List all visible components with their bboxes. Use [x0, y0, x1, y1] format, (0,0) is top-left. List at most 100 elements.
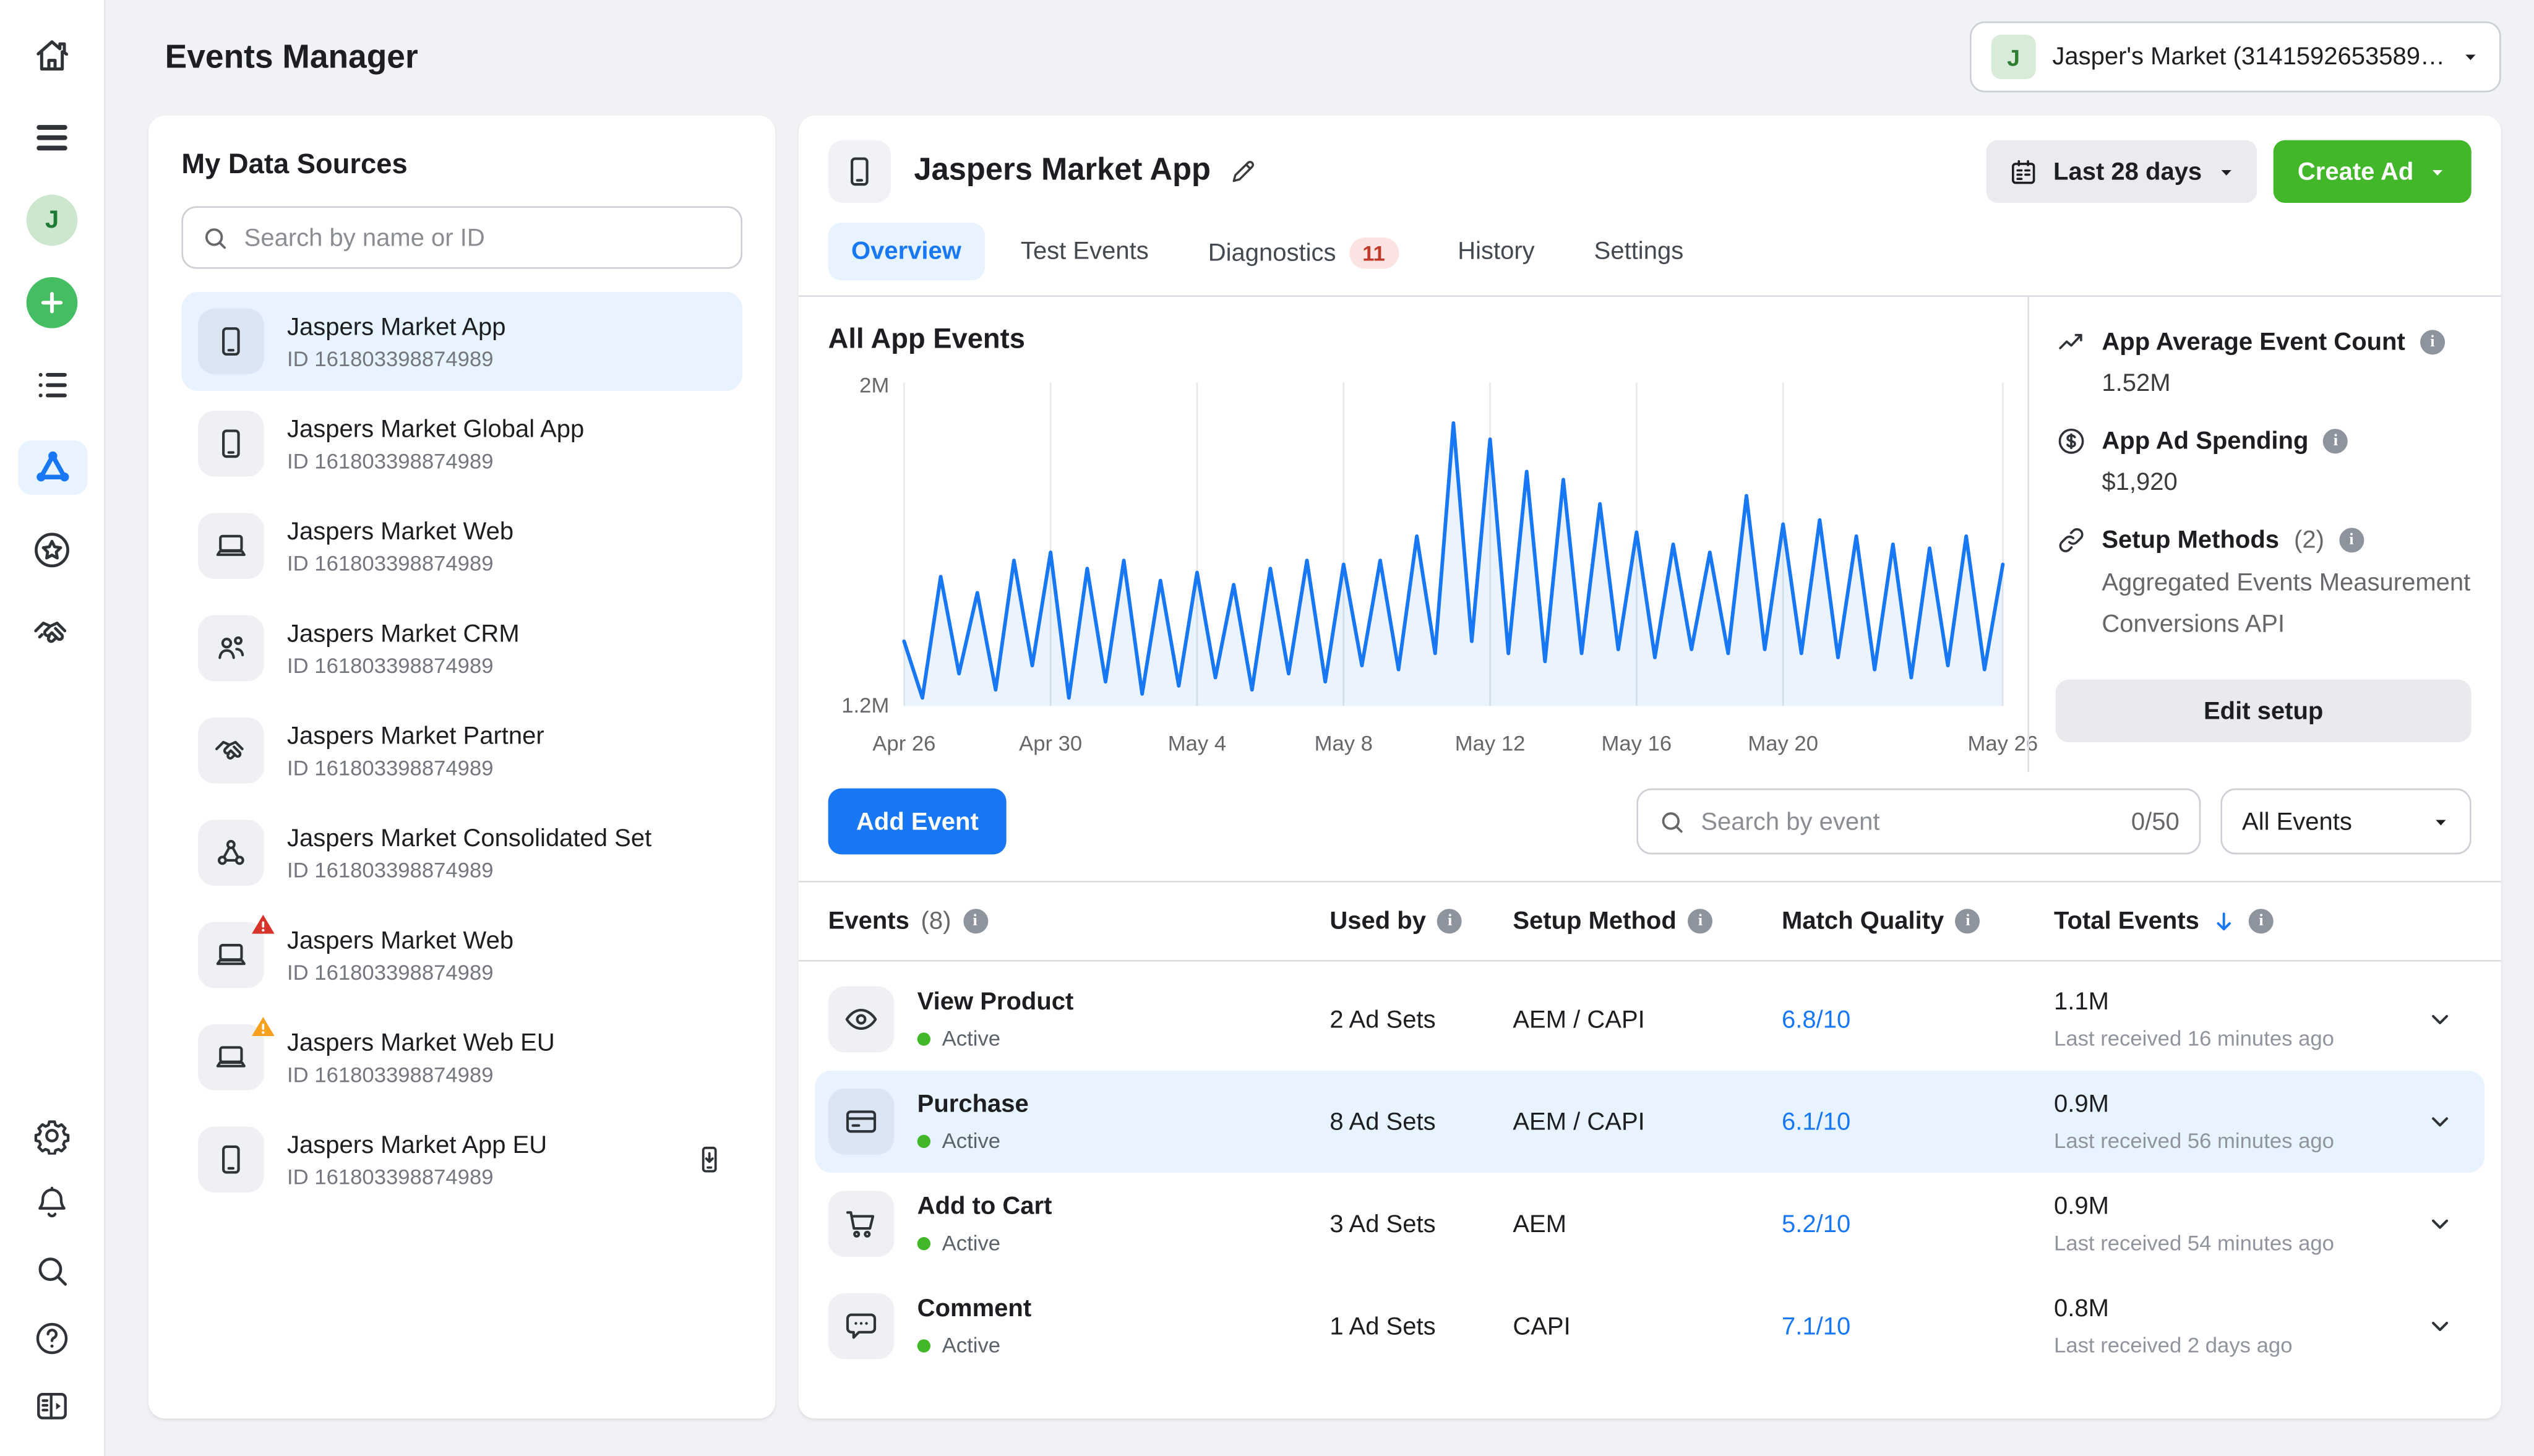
- event-row-purchase[interactable]: Purchase Active 8 Ad Sets AEM / CAPI 6.1/10 0…: [815, 1070, 2485, 1173]
- data-source-item-jaspers-market-partner[interactable]: Jaspers Market Partner ID 161803398874989: [181, 701, 742, 800]
- menu-button[interactable]: [32, 96, 73, 178]
- network-icon: [213, 834, 249, 871]
- data-source-id: ID 161803398874989: [287, 345, 494, 370]
- help-button[interactable]: [33, 1304, 71, 1372]
- date-range-label: Last 28 days: [2053, 157, 2202, 186]
- add-event-button[interactable]: Add Event: [828, 788, 1007, 855]
- data-source-item-jaspers-market-consolidated-set[interactable]: Jaspers Market Consolidated Set ID 161803…: [181, 803, 742, 902]
- event-row-comment[interactable]: Comment Active 1 Ad Sets CAPI 7.1/10 0.8M Last…: [815, 1275, 2485, 1377]
- info-icon[interactable]: i: [1437, 909, 1462, 934]
- data-source-name: Jaspers Market App EU: [287, 1131, 548, 1159]
- event-row-add-to-cart[interactable]: Add to Cart Active 3 Ad Sets AEM 5.2/10 0.9M L…: [815, 1173, 2485, 1275]
- search-icon: [33, 1252, 71, 1290]
- data-source-icon-chip: [198, 717, 264, 784]
- events-count: (8): [921, 907, 951, 936]
- event-search-input[interactable]: [1701, 807, 2116, 836]
- character-counter: 0/50: [2131, 807, 2180, 836]
- comment-icon: [843, 1308, 880, 1345]
- search-button[interactable]: [33, 1237, 71, 1304]
- chevron-down-icon[interactable]: [2425, 1209, 2472, 1239]
- create-ad-button[interactable]: Create Ad: [2272, 140, 2472, 203]
- data-source-item-jaspers-market-global-app[interactable]: Jaspers Market Global App ID 161803398874…: [181, 394, 742, 493]
- match-quality-link[interactable]: 5.2/10: [1782, 1210, 1851, 1238]
- last-received-label: Last received 2 days ago: [2054, 1332, 2293, 1358]
- data-source-name: Jaspers Market Web EU: [287, 1028, 555, 1057]
- data-source-item-jaspers-market-web-eu-warning[interactable]: Jaspers Market Web EU ID 161803398874989: [181, 1008, 742, 1107]
- profile-button[interactable]: J: [26, 178, 78, 260]
- info-icon[interactable]: i: [963, 909, 988, 934]
- overview-top: All App Events 2M 1.2M Apr 26 Apr 30 May 4 M…: [799, 297, 2501, 773]
- stat-value: 1.52M: [2102, 369, 2171, 398]
- event-name: Purchase: [917, 1090, 1029, 1119]
- match-quality-link[interactable]: 6.1/10: [1782, 1107, 1851, 1136]
- edit-setup-button[interactable]: Edit setup: [2055, 679, 2472, 743]
- column-setup-method: Setup Method i: [1513, 907, 1782, 935]
- match-quality-link[interactable]: 6.8/10: [1782, 1005, 1851, 1034]
- chevron-down-icon[interactable]: [2425, 1004, 2472, 1034]
- info-icon[interactable]: i: [2339, 528, 2364, 553]
- settings-button[interactable]: [33, 1102, 71, 1169]
- info-icon[interactable]: i: [2248, 909, 2274, 934]
- event-name: Comment: [917, 1295, 1032, 1323]
- stat-header: App Ad Spending i: [2056, 426, 2472, 457]
- total-events-value: 1.1M: [2054, 988, 2110, 1016]
- info-icon[interactable]: i: [1955, 909, 1980, 934]
- column-total-events[interactable]: Total Events i: [2054, 907, 2425, 935]
- create-button[interactable]: [26, 260, 78, 343]
- chevron-down-icon[interactable]: [2425, 1311, 2472, 1341]
- info-icon[interactable]: i: [2420, 330, 2445, 355]
- data-source-item-jaspers-market-app-eu[interactable]: Jaspers Market App EU ID 161803398874989: [181, 1110, 742, 1209]
- sort-descending-icon[interactable]: [2211, 908, 2238, 935]
- home-button[interactable]: [32, 13, 73, 95]
- stat-suffix: (2): [2294, 526, 2324, 555]
- data-source-list: Jaspers Market App ID 161803398874989 Jasp…: [181, 292, 743, 1209]
- tab-test-events[interactable]: Test Events: [998, 223, 1172, 292]
- data-source-item-jaspers-market-crm[interactable]: Jaspers Market CRM ID 161803398874989: [181, 599, 742, 698]
- collapse-panel-button[interactable]: [33, 1372, 71, 1440]
- chart-plot[interactable]: Apr 26 Apr 30 May 4 May 8 May 12 May 16 May 20…: [872, 382, 2038, 766]
- svg-text:May 16: May 16: [1602, 732, 1672, 755]
- account-avatar: J: [1991, 35, 2036, 80]
- event-name-cell: Add to Cart Active: [917, 1193, 1330, 1255]
- svg-text:May 26: May 26: [1968, 732, 2038, 755]
- edit-name-button[interactable]: [1229, 156, 1258, 186]
- tab-settings[interactable]: Settings: [1571, 223, 1706, 292]
- data-source-item-jaspers-market-web[interactable]: Jaspers Market Web ID 161803398874989: [181, 497, 742, 596]
- event-search[interactable]: 0/50: [1636, 788, 2201, 855]
- data-source-search[interactable]: [181, 206, 743, 269]
- match-quality-link[interactable]: 7.1/10: [1782, 1312, 1851, 1340]
- tab-overview[interactable]: Overview: [828, 223, 985, 281]
- data-source-item-jaspers-market-web-error[interactable]: Jaspers Market Web ID 161803398874989: [181, 906, 742, 1004]
- favorites-button[interactable]: [32, 508, 73, 590]
- used-by-value: 1 Ad Sets: [1329, 1312, 1436, 1340]
- notifications-button[interactable]: [33, 1170, 71, 1237]
- info-icon[interactable]: i: [1688, 909, 1713, 934]
- campaigns-button[interactable]: [32, 343, 73, 426]
- event-type-filter[interactable]: All Events: [2220, 788, 2472, 855]
- event-name: View Product: [917, 988, 1074, 1016]
- date-range-picker[interactable]: Last 28 days: [1985, 140, 2257, 203]
- stat-label: App Average Event Count: [2102, 328, 2405, 357]
- tab-diagnostics[interactable]: Diagnostics 11: [1185, 223, 1421, 295]
- plus-icon: [26, 276, 78, 328]
- events-manager-nav-button[interactable]: [17, 426, 87, 508]
- account-switcher[interactable]: J Jasper's Market (3141592653589…: [1969, 21, 2501, 93]
- tab-history[interactable]: History: [1435, 223, 1558, 292]
- svg-text:May 20: May 20: [1748, 732, 1818, 755]
- data-source-search-input[interactable]: [244, 223, 723, 252]
- event-icon-chip: [828, 986, 895, 1053]
- event-row-view-product[interactable]: View Product Active 2 Ad Sets AEM / CAPI 6.8…: [815, 968, 2485, 1070]
- tab-label: Settings: [1594, 238, 1684, 266]
- data-source-title: Jaspers Market App: [914, 153, 1211, 189]
- stat-label: Setup Methods: [2102, 526, 2280, 555]
- info-icon[interactable]: i: [2323, 429, 2348, 454]
- data-source-text: Jaspers Market App EU ID 161803398874989: [287, 1131, 547, 1188]
- partnerships-button[interactable]: [32, 591, 73, 673]
- event-name-cell: Comment Active: [917, 1295, 1330, 1358]
- data-source-item-jaspers-market-app[interactable]: Jaspers Market App ID 161803398874989: [181, 292, 743, 392]
- data-source-id: ID 161803398874989: [287, 1163, 494, 1189]
- data-source-name: Jaspers Market App: [287, 312, 506, 341]
- svg-text:May 4: May 4: [1168, 732, 1226, 755]
- chevron-down-icon[interactable]: [2425, 1107, 2472, 1136]
- column-used-by: Used by i: [1329, 907, 1513, 935]
